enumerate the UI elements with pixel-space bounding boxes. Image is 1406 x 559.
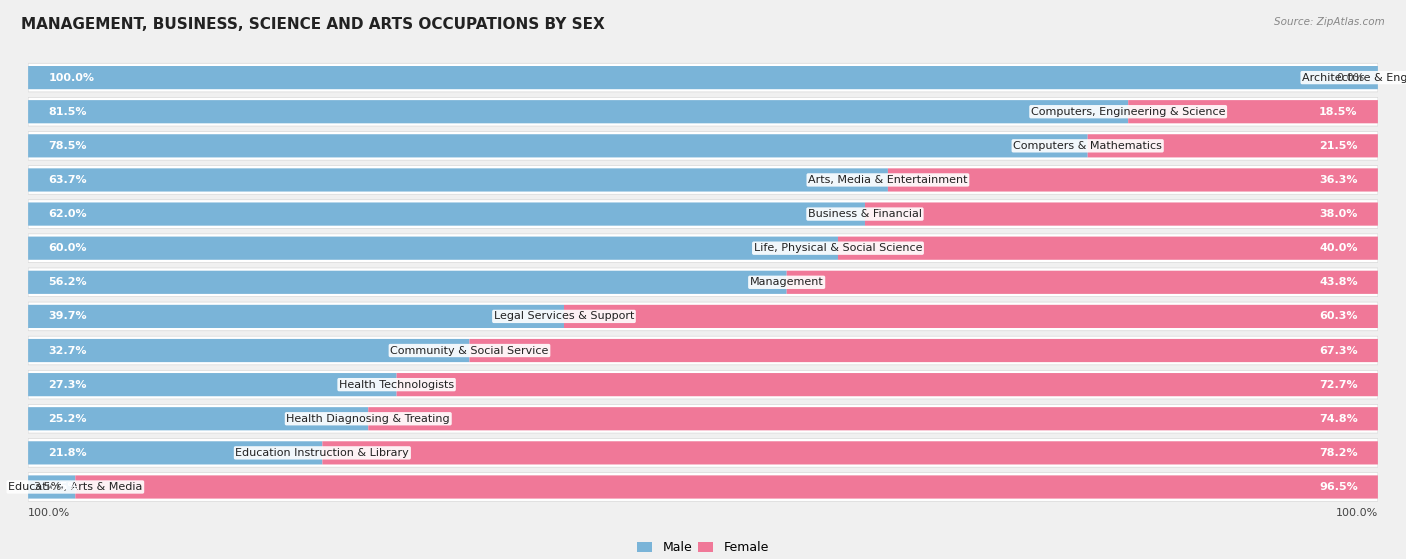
Text: 62.0%: 62.0%: [48, 209, 87, 219]
FancyBboxPatch shape: [865, 202, 1378, 226]
Text: 32.7%: 32.7%: [48, 345, 87, 356]
Text: 60.0%: 60.0%: [48, 243, 87, 253]
Text: 38.0%: 38.0%: [1319, 209, 1358, 219]
FancyBboxPatch shape: [28, 336, 1378, 365]
Text: Community & Social Service: Community & Social Service: [391, 345, 548, 356]
Text: 60.3%: 60.3%: [1319, 311, 1358, 321]
FancyBboxPatch shape: [28, 370, 1378, 399]
FancyBboxPatch shape: [28, 202, 865, 226]
Text: 21.5%: 21.5%: [1319, 141, 1358, 151]
Text: Management: Management: [749, 277, 824, 287]
FancyBboxPatch shape: [889, 168, 1378, 192]
Text: 100.0%: 100.0%: [48, 73, 94, 83]
FancyBboxPatch shape: [28, 404, 1378, 433]
Text: Architecture & Engineering: Architecture & Engineering: [1302, 73, 1406, 83]
FancyBboxPatch shape: [28, 475, 76, 499]
Text: 100.0%: 100.0%: [1336, 508, 1378, 518]
Text: 27.3%: 27.3%: [48, 380, 87, 390]
Text: 81.5%: 81.5%: [48, 107, 87, 117]
Text: 78.2%: 78.2%: [1319, 448, 1358, 458]
Text: Arts, Media & Entertainment: Arts, Media & Entertainment: [808, 175, 967, 185]
FancyBboxPatch shape: [28, 305, 564, 328]
Text: Business & Financial: Business & Financial: [808, 209, 922, 219]
Text: Health Diagnosing & Treating: Health Diagnosing & Treating: [287, 414, 450, 424]
FancyBboxPatch shape: [28, 134, 1088, 158]
FancyBboxPatch shape: [28, 373, 396, 396]
FancyBboxPatch shape: [28, 131, 1378, 160]
Text: Education Instruction & Library: Education Instruction & Library: [235, 448, 409, 458]
Text: 78.5%: 78.5%: [48, 141, 87, 151]
FancyBboxPatch shape: [1088, 134, 1378, 158]
Text: MANAGEMENT, BUSINESS, SCIENCE AND ARTS OCCUPATIONS BY SEX: MANAGEMENT, BUSINESS, SCIENCE AND ARTS O…: [21, 17, 605, 32]
FancyBboxPatch shape: [28, 271, 787, 294]
Text: Source: ZipAtlas.com: Source: ZipAtlas.com: [1274, 17, 1385, 27]
Text: 0.0%: 0.0%: [1336, 73, 1364, 83]
FancyBboxPatch shape: [28, 268, 1378, 297]
FancyBboxPatch shape: [28, 63, 1378, 92]
FancyBboxPatch shape: [564, 305, 1378, 328]
FancyBboxPatch shape: [1128, 100, 1378, 124]
Text: Computers, Engineering & Science: Computers, Engineering & Science: [1031, 107, 1226, 117]
FancyBboxPatch shape: [76, 475, 1378, 499]
FancyBboxPatch shape: [28, 200, 1378, 229]
FancyBboxPatch shape: [28, 302, 1378, 331]
Text: 100.0%: 100.0%: [28, 508, 70, 518]
Text: Health Technologists: Health Technologists: [339, 380, 454, 390]
Text: 43.8%: 43.8%: [1319, 277, 1358, 287]
Text: 3.5%: 3.5%: [48, 482, 79, 492]
FancyBboxPatch shape: [368, 407, 1378, 430]
Text: 18.5%: 18.5%: [1319, 107, 1358, 117]
Text: 96.5%: 96.5%: [1319, 482, 1358, 492]
Text: 21.8%: 21.8%: [48, 448, 87, 458]
Text: Computers & Mathematics: Computers & Mathematics: [1014, 141, 1163, 151]
Text: Education, Arts & Media: Education, Arts & Media: [8, 482, 142, 492]
FancyBboxPatch shape: [787, 271, 1378, 294]
FancyBboxPatch shape: [28, 66, 1378, 89]
Text: 36.3%: 36.3%: [1319, 175, 1358, 185]
FancyBboxPatch shape: [396, 373, 1378, 396]
FancyBboxPatch shape: [28, 339, 470, 362]
Text: 25.2%: 25.2%: [48, 414, 87, 424]
FancyBboxPatch shape: [28, 439, 1378, 467]
Text: 3.5%: 3.5%: [34, 482, 62, 492]
FancyBboxPatch shape: [322, 441, 1378, 465]
Text: 56.2%: 56.2%: [48, 277, 87, 287]
Text: 63.7%: 63.7%: [48, 175, 87, 185]
FancyBboxPatch shape: [28, 407, 368, 430]
Text: 39.7%: 39.7%: [48, 311, 87, 321]
FancyBboxPatch shape: [28, 234, 1378, 263]
FancyBboxPatch shape: [28, 441, 322, 465]
FancyBboxPatch shape: [28, 97, 1378, 126]
FancyBboxPatch shape: [28, 165, 1378, 195]
FancyBboxPatch shape: [838, 236, 1378, 260]
Text: 67.3%: 67.3%: [1319, 345, 1358, 356]
FancyBboxPatch shape: [28, 168, 889, 192]
Text: 74.8%: 74.8%: [1319, 414, 1358, 424]
Text: Legal Services & Support: Legal Services & Support: [494, 311, 634, 321]
FancyBboxPatch shape: [28, 236, 838, 260]
Text: 40.0%: 40.0%: [1319, 243, 1358, 253]
FancyBboxPatch shape: [470, 339, 1378, 362]
FancyBboxPatch shape: [28, 100, 1128, 124]
Text: 72.7%: 72.7%: [1319, 380, 1358, 390]
FancyBboxPatch shape: [28, 473, 1378, 501]
Legend: Male, Female: Male, Female: [633, 536, 773, 559]
Text: Life, Physical & Social Science: Life, Physical & Social Science: [754, 243, 922, 253]
